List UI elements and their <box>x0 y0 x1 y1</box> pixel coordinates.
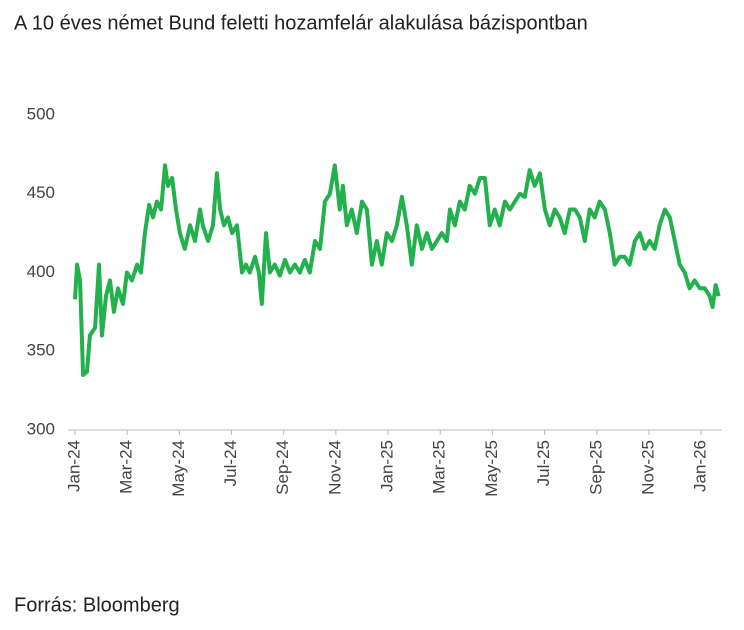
x-tick-label: Sep-24 <box>273 440 292 495</box>
x-tick-label: May-25 <box>482 440 501 497</box>
y-tick-label: 450 <box>27 183 55 202</box>
series-line <box>73 163 721 377</box>
chart-title: A 10 éves német Bund feletti hozamfelár … <box>14 12 588 34</box>
x-tick-label: Jul-24 <box>221 440 240 486</box>
y-tick-label: 400 <box>27 262 55 281</box>
x-tick-label: Mar-24 <box>117 440 136 494</box>
x-tick-label: Sep-25 <box>586 440 605 495</box>
y-tick-label: 350 <box>27 341 55 360</box>
x-tick-label: Nov-25 <box>638 440 657 495</box>
x-tick-label: Jan-25 <box>378 440 397 492</box>
x-tick-label: Jan-26 <box>691 440 710 492</box>
x-tick-label: May-24 <box>169 440 188 497</box>
x-tick-label: Jul-25 <box>534 440 553 486</box>
x-tick-label: Jan-24 <box>64 440 83 492</box>
x-tick-label: Mar-25 <box>430 440 449 494</box>
y-tick-label: 500 <box>27 104 55 123</box>
y-tick-label: 300 <box>27 419 55 438</box>
x-tick-label: Nov-24 <box>325 440 344 495</box>
source-note: Forrás: Bloomberg <box>14 594 180 616</box>
